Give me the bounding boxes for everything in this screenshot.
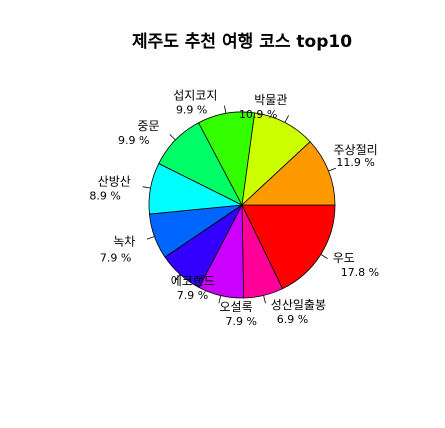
- slice-label: 녹차: [113, 234, 135, 248]
- slice-tick: [224, 105, 227, 114]
- slice-label: 산방산: [98, 175, 131, 189]
- slice-tick: [320, 254, 328, 259]
- slice-percent-label: 9.9 %: [176, 104, 207, 117]
- slice-label: 주상절리: [334, 143, 378, 157]
- slice-percent-label: 10.9 %: [239, 108, 277, 121]
- slice-label: 성산일출봉: [271, 298, 326, 312]
- slice-tick: [169, 134, 176, 141]
- slice-percent-label: 7.9 %: [100, 251, 131, 264]
- slice-percent-label: 6.9 %: [277, 313, 308, 326]
- slice-label: 우도: [333, 251, 355, 265]
- slice-percent-label: 9.9 %: [118, 134, 149, 147]
- slice-percent-label: 7.9 %: [177, 289, 208, 302]
- slice-percent-label: 8.9 %: [89, 190, 120, 203]
- slice-tick: [284, 115, 289, 123]
- slice-percent-label: 11.9 %: [336, 156, 374, 169]
- slice-tick: [218, 295, 222, 304]
- slice-label: 중문: [137, 119, 159, 133]
- slice-label: 오설록: [220, 300, 253, 314]
- slice-tick: [146, 236, 155, 240]
- pie-slice: [240, 141, 336, 206]
- slice-tick: [174, 274, 181, 281]
- slice-tick: [263, 295, 266, 304]
- slice-label: 박물관: [254, 93, 287, 107]
- slice-label: 에코랜드: [171, 274, 215, 288]
- pie-slice: [241, 204, 336, 290]
- slice-tick: [328, 167, 337, 172]
- slice-percent-label: 7.9 %: [226, 315, 257, 328]
- chart-title: 제주도 추천 여행 코스 top10: [132, 32, 352, 52]
- slice-tick: [142, 186, 151, 189]
- slice-label: 섭지코지: [173, 89, 217, 103]
- slice-percent-label: 17.8 %: [341, 266, 379, 279]
